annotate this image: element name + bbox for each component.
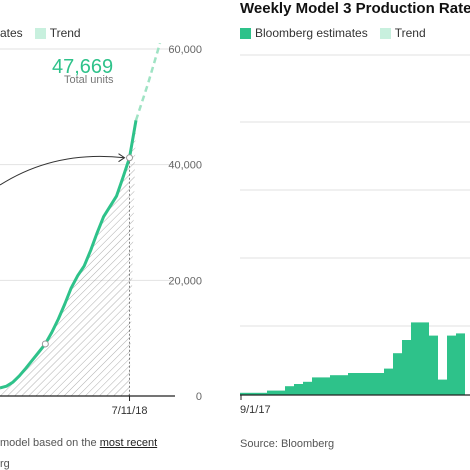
left-legend-trend-label: Trend (49, 26, 81, 40)
total-units-value: 47,669 (52, 56, 114, 78)
weekly-bar (321, 377, 330, 395)
estimates-swatch (240, 27, 251, 39)
right-x-tick-label: 9/1/17 (240, 404, 271, 416)
weekly-bar (267, 390, 276, 395)
left-source-fragment: rg (0, 458, 10, 470)
most-recent-link[interactable]: most recent (99, 437, 158, 449)
estimates-line (0, 120, 138, 390)
left-legend: ates Trend (0, 26, 81, 40)
weekly-bar (249, 392, 258, 395)
early-point (41, 340, 49, 348)
left-footnote: model based on the most recent (0, 437, 157, 449)
weekly-bar (366, 373, 375, 395)
weekly-bar (240, 392, 249, 395)
weekly-bar (294, 384, 303, 395)
weekly-bar (375, 373, 384, 395)
weekly-production-chart: 9/1/17 (240, 54, 470, 416)
annotation-arrow (0, 155, 125, 186)
total-units-label: Total units (64, 74, 114, 86)
footnote-prefix: model based on the (0, 437, 100, 449)
cumulative-production-chart: 0 20,000 40,000 60,000 7/11/18 (0, 42, 202, 417)
weekly-bar (276, 390, 285, 395)
left-legend-estimates-label: ates (0, 26, 23, 40)
weekly-bar (411, 322, 420, 395)
weekly-bar (357, 373, 366, 395)
right-legend: Bloomberg estimates Trend (240, 26, 426, 40)
trend-swatch (379, 27, 391, 39)
weekly-bar (285, 386, 294, 395)
chart-title: Weekly Model 3 Production Rate (240, 0, 470, 17)
weekly-bar (258, 392, 267, 395)
trend-swatch (34, 27, 46, 39)
trend-line (134, 42, 162, 121)
weekly-bar (303, 381, 312, 395)
weekly-bar (393, 353, 402, 395)
weekly-bar (447, 335, 456, 395)
left-y-tick-label: 0 (196, 391, 202, 403)
weekly-bar (348, 373, 357, 395)
weekly-bar (402, 340, 411, 395)
annotation-arrowhead (118, 153, 126, 163)
comparison-point (126, 154, 134, 162)
left-y-tick-label: 60,000 (168, 44, 202, 56)
weekly-bar (420, 322, 429, 395)
right-legend-estimates-label: Bloomberg estimates (255, 26, 368, 40)
weekly-bar (456, 333, 465, 395)
left-x-tick-label: 7/11/18 (112, 405, 148, 417)
right-source: Source: Bloomberg (240, 438, 335, 450)
weekly-bar (312, 377, 321, 395)
left-hatched-area (0, 120, 136, 397)
weekly-bar (339, 375, 348, 395)
weekly-bar (330, 375, 339, 395)
weekly-bar (384, 368, 393, 395)
weekly-bar (438, 379, 447, 395)
left-y-tick-label: 20,000 (168, 275, 202, 287)
right-legend-trend-label: Trend (394, 26, 426, 40)
weekly-bar (429, 335, 438, 395)
left-y-tick-label: 40,000 (168, 160, 202, 172)
